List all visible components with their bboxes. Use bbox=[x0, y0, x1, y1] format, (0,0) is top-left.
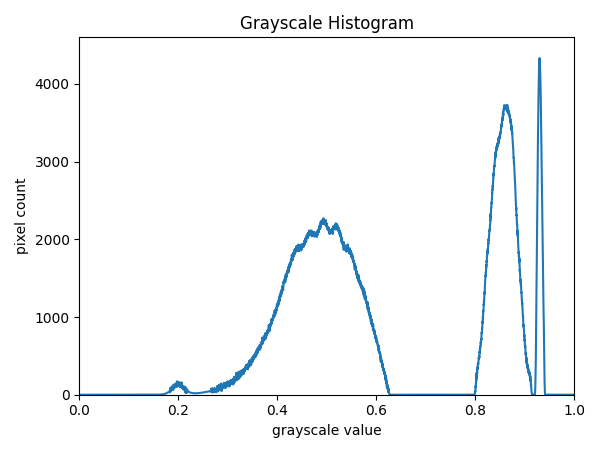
Y-axis label: pixel count: pixel count bbox=[15, 178, 29, 254]
X-axis label: grayscale value: grayscale value bbox=[272, 424, 382, 438]
Title: Grayscale Histogram: Grayscale Histogram bbox=[239, 15, 414, 33]
